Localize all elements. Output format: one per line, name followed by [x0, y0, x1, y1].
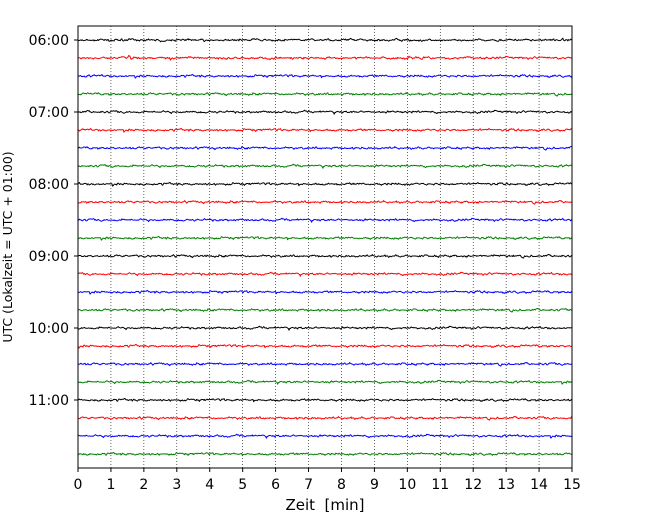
x-tick-label-6: 6 [271, 477, 280, 493]
trace-0730 [77, 145, 573, 151]
trace-1000 [77, 325, 572, 331]
plot-background [78, 26, 572, 468]
plot-frame [77, 25, 573, 469]
x-tick-label-15: 15 [563, 477, 581, 493]
trace-0900 [77, 253, 573, 259]
trace-0830 [77, 217, 573, 223]
y-axis-label: UTC (Lokalzeit = UTC + 01:00) [0, 151, 15, 342]
y-tick-label-07:00: 07:00 [29, 105, 69, 121]
y-tick-label-06:00: 06:00 [29, 33, 69, 49]
x-tick-label-2: 2 [139, 477, 148, 493]
y-tick-label-11:00: 11:00 [29, 393, 69, 409]
trace-0915 [77, 271, 573, 277]
x-tick-label-4: 4 [205, 477, 214, 493]
x-tick-label-14: 14 [530, 477, 548, 493]
x-axis-label: Zeit [min] [285, 496, 364, 514]
trace-0600 [77, 37, 573, 43]
x-tick-label-3: 3 [172, 477, 181, 493]
trace-0745 [77, 163, 573, 169]
trace-1100 [77, 397, 573, 403]
trace-0615 [77, 54, 573, 61]
x-tick-label-1: 1 [106, 477, 115, 493]
x-axis-ticks: 0 1 2 3 4 5 6 7 8 9 10 11 12 13 14 15 [74, 468, 581, 493]
trace-1030 [77, 361, 573, 367]
trace-0800 [77, 181, 573, 187]
y-tick-label-10:00: 10:00 [29, 321, 69, 337]
trace-0630 [77, 73, 573, 79]
x-tick-label-11: 11 [431, 477, 449, 493]
x-tick-label-10: 10 [398, 477, 416, 493]
x-tick-label-12: 12 [464, 477, 482, 493]
trace-1045 [77, 379, 573, 385]
x-tick-label-5: 5 [238, 477, 247, 493]
trace-0945 [77, 307, 573, 313]
y-tick-label-09:00: 09:00 [29, 249, 69, 265]
trace-1015 [77, 343, 573, 349]
trace-1145 [77, 451, 573, 457]
trace-0645 [77, 92, 573, 97]
trace-0715 [77, 127, 573, 133]
trace-1115 [78, 415, 573, 421]
trace-0815 [77, 199, 573, 205]
x-tick-label-8: 8 [337, 477, 346, 493]
x-tick-label-9: 9 [370, 477, 379, 493]
trace-0845 [77, 235, 573, 241]
trace-0700 [77, 109, 573, 115]
trace-0930 [78, 289, 573, 295]
x-tick-label-7: 7 [304, 477, 313, 493]
y-tick-label-08:00: 08:00 [29, 177, 69, 193]
x-tick-label-0: 0 [74, 477, 83, 493]
seismic-traces [77, 37, 573, 457]
y-axis-ticks: 06:00 07:00 08:00 09:00 10:00 11:00 [29, 33, 78, 409]
x-tick-label-13: 13 [497, 477, 515, 493]
trace-1130 [77, 433, 573, 439]
